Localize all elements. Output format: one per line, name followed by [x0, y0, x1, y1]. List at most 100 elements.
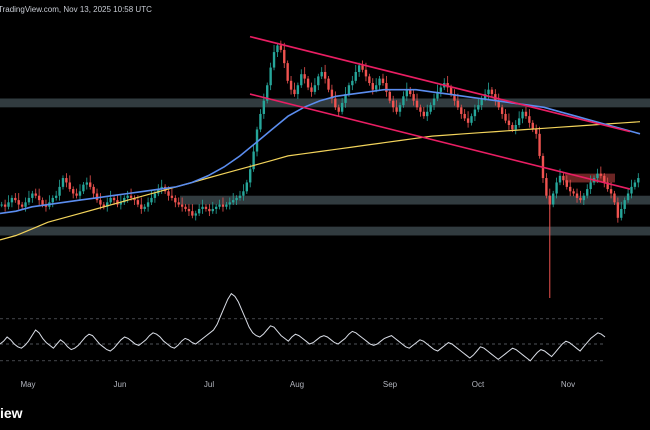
- candle: [34, 188, 37, 199]
- candle: [31, 190, 34, 203]
- candle: [303, 67, 306, 84]
- candle: [575, 188, 579, 203]
- x-tick-label: Aug: [290, 380, 304, 389]
- candle: [225, 201, 228, 210]
- sell-zone: [565, 173, 615, 183]
- candle: [272, 45, 276, 71]
- candle: [129, 188, 133, 201]
- candle: [330, 84, 334, 104]
- candle: [266, 82, 269, 104]
- candle: [490, 87, 494, 97]
- candle: [232, 193, 235, 205]
- candle: [351, 75, 354, 91]
- candle: [402, 91, 405, 108]
- candle: [565, 175, 568, 190]
- candle: [456, 93, 460, 110]
- candle: [310, 82, 313, 97]
- candle: [0, 201, 3, 208]
- candle: [531, 120, 534, 133]
- candle: [340, 98, 344, 115]
- candle: [507, 113, 511, 130]
- candle: [89, 175, 92, 190]
- candle: [317, 73, 320, 91]
- candle: [500, 104, 504, 119]
- candle: [269, 62, 272, 91]
- candle: [395, 100, 398, 115]
- support-resistance-zones: [0, 98, 650, 236]
- candle: [252, 144, 255, 172]
- candle: [14, 193, 17, 203]
- candlestick-series: [0, 40, 640, 298]
- candle: [109, 190, 112, 205]
- candle: [337, 104, 340, 117]
- candle: [27, 190, 31, 205]
- candle: [443, 78, 446, 91]
- candle: [412, 89, 415, 106]
- candle: [106, 197, 109, 212]
- candle: [20, 201, 24, 210]
- candle: [95, 188, 99, 203]
- candle: [242, 184, 245, 201]
- candle: [92, 184, 95, 199]
- candle: [180, 197, 184, 212]
- candle: [633, 179, 637, 190]
- candle: [286, 60, 289, 84]
- candle: [381, 73, 385, 86]
- candle: [208, 204, 211, 217]
- candle: [133, 195, 136, 205]
- candle: [54, 190, 58, 201]
- candle: [221, 197, 225, 212]
- candle: [552, 190, 555, 208]
- candle: [534, 124, 538, 139]
- candle: [201, 199, 204, 214]
- candle: [545, 173, 548, 199]
- candle: [214, 204, 218, 214]
- candle: [637, 173, 640, 188]
- candle: [211, 201, 214, 214]
- candle: [357, 62, 361, 77]
- candle: [385, 75, 388, 97]
- candle: [235, 195, 238, 205]
- candle: [378, 75, 381, 91]
- candle: [334, 91, 337, 110]
- candle: [78, 184, 82, 201]
- candle: [569, 179, 572, 197]
- candle: [187, 204, 191, 217]
- candle: [466, 111, 470, 128]
- candle: [538, 126, 541, 159]
- candle: [116, 195, 119, 208]
- candle: [453, 89, 456, 106]
- source-watermark: TradingView.com, Nov 13, 2025 10:58 UTC: [0, 5, 152, 14]
- candle: [276, 42, 279, 57]
- candle: [249, 164, 252, 188]
- candle: [429, 102, 432, 115]
- candle: [143, 204, 146, 212]
- candle: [204, 204, 208, 212]
- candle: [245, 179, 248, 194]
- candle: [630, 179, 633, 199]
- ema-long-line: [0, 121, 641, 241]
- candle: [289, 75, 293, 95]
- candle: [17, 193, 20, 210]
- candle: [283, 42, 286, 69]
- price-zone: [0, 98, 650, 108]
- candle: [603, 173, 606, 188]
- candle: [99, 193, 102, 210]
- candle: [184, 204, 187, 212]
- candle: [112, 195, 116, 205]
- x-tick-label: Nov: [561, 380, 575, 389]
- ema-short-line: [0, 88, 641, 215]
- candle: [7, 195, 10, 210]
- rsi-line: [0, 292, 606, 362]
- x-tick-label: May: [20, 380, 35, 389]
- indicator-lines: [0, 35, 641, 241]
- candle: [555, 177, 558, 199]
- candle: [313, 78, 317, 95]
- candle: [194, 210, 197, 221]
- candle: [405, 82, 408, 102]
- candle: [344, 87, 347, 108]
- candle: [320, 67, 323, 80]
- candle: [599, 166, 603, 179]
- candle: [579, 190, 582, 203]
